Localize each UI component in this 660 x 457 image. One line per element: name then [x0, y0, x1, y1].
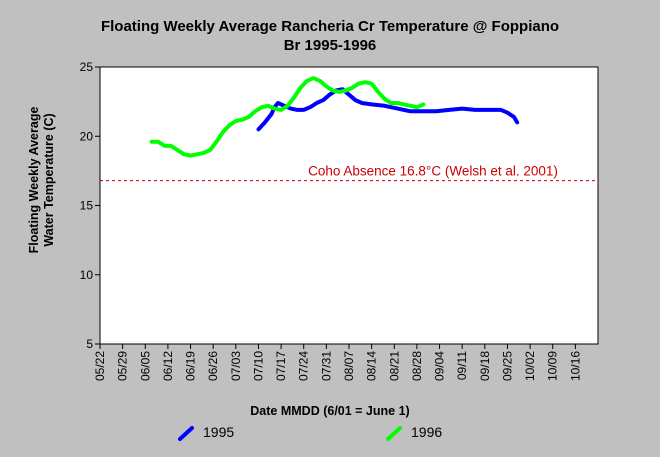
x-axis-title: Date MMDD (6/01 = June 1) — [250, 404, 409, 418]
plot-area — [99, 66, 599, 345]
x-tick-label: 07/17 — [274, 351, 288, 381]
x-tick-label: 08/28 — [410, 351, 424, 381]
x-tick-label: 07/24 — [297, 351, 311, 381]
x-tick-label: 05/29 — [116, 351, 130, 381]
legend-marker-1996 — [386, 426, 402, 441]
legend-marker-1995 — [178, 426, 194, 441]
legend-label-1996: 1996 — [411, 424, 442, 440]
x-tick-label: 06/12 — [161, 351, 175, 381]
x-tick-label: 10/16 — [568, 351, 582, 381]
x-tick-label: 05/22 — [93, 351, 107, 381]
x-tick-label: 06/05 — [138, 351, 152, 381]
y-tick-label: 20 — [80, 129, 94, 143]
x-tick-label: 06/19 — [184, 351, 198, 381]
legend-label-1995: 1995 — [203, 424, 234, 440]
x-tick-label: 07/31 — [319, 351, 333, 381]
reference-line-label: Coho Absence 16.8°C (Welsh et al. 2001) — [308, 164, 558, 179]
y-axis-title-line-2: Water Temperature (C) — [42, 113, 56, 246]
y-tick-label: 10 — [80, 268, 94, 282]
y-tick-label: 25 — [80, 60, 94, 74]
chart-title-line-1: Floating Weekly Average Rancheria Cr Tem… — [101, 18, 559, 35]
x-tick-label: 07/03 — [229, 351, 243, 381]
x-tick-label: 09/11 — [455, 351, 469, 380]
x-tick-label: 09/18 — [478, 351, 492, 381]
x-tick-label: 09/25 — [500, 351, 514, 381]
x-tick-label: 08/21 — [387, 351, 401, 381]
x-tick-label: 07/10 — [251, 351, 265, 381]
x-tick-label: 08/07 — [342, 351, 356, 381]
x-tick-label: 10/09 — [546, 351, 560, 381]
x-tick-label: 09/04 — [433, 351, 447, 381]
y-tick-label: 15 — [80, 199, 94, 213]
y-axis-title-line-1: Floating Weekly Average — [27, 107, 41, 254]
series-line-1996 — [149, 76, 426, 158]
x-tick-label: 10/02 — [523, 351, 537, 381]
x-tick-label: 06/26 — [206, 351, 220, 381]
y-tick-label: 5 — [86, 337, 93, 351]
x-tick-label: 08/14 — [365, 351, 379, 381]
chart-title-line-2: Br 1995-1996 — [284, 37, 377, 54]
